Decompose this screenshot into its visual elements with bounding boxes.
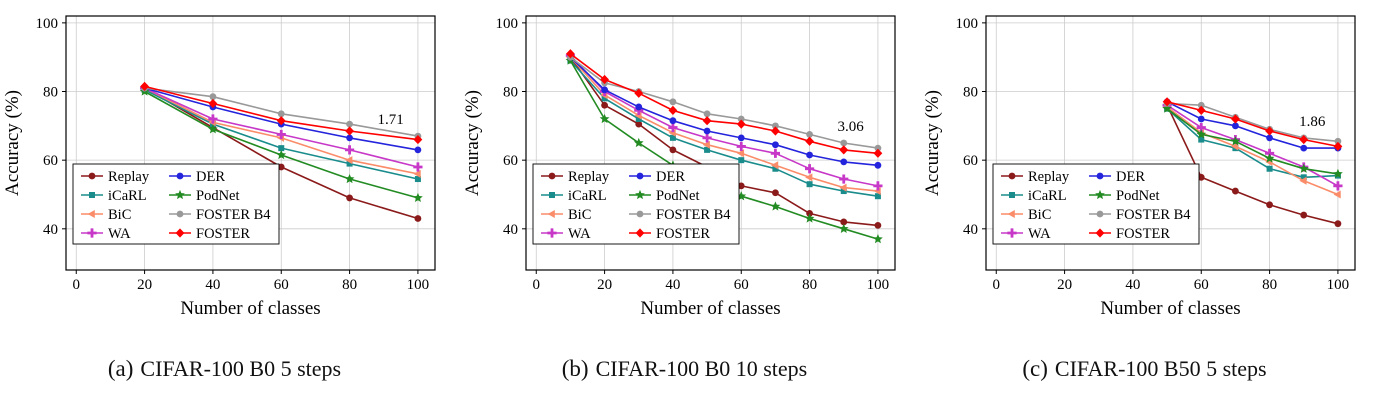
axes-box: [525, 15, 896, 271]
series-podnet: [139, 86, 423, 203]
svg-text:60: 60: [43, 153, 58, 169]
legend-label: WA: [108, 226, 131, 242]
legend: Replay iCaRL BiC WA DER PodNet FOSTER B4 FOSTER: [992, 163, 1200, 245]
legend-label: Replay: [568, 169, 610, 185]
legend: Replay iCaRL BiC WA DER PodNet FOSTER B4 FOSTER: [72, 163, 280, 245]
caption-b-label: (b): [561, 356, 589, 381]
caption-b: (b) CIFAR-100 B0 10 steps: [562, 356, 808, 382]
svg-text:60: 60: [963, 153, 978, 169]
legend-label: DER: [196, 169, 225, 185]
legend-label: BiC: [568, 207, 591, 223]
svg-text:20: 20: [1057, 277, 1072, 293]
legend-label: PodNet: [196, 188, 240, 204]
series-foster: [566, 49, 883, 158]
svg-text:80: 80: [43, 85, 58, 101]
legend-label: Replay: [108, 169, 150, 185]
svg-text:80: 80: [1262, 277, 1277, 293]
annotation-text: 1.86: [1299, 114, 1326, 130]
legend-label: DER: [1116, 169, 1145, 185]
caption-c: (c) CIFAR-100 B50 5 steps: [1022, 356, 1266, 382]
legend-label: FOSTER B4: [656, 207, 731, 223]
legend-label: PodNet: [656, 188, 700, 204]
svg-text:40: 40: [963, 222, 978, 238]
caption-a: (a) CIFAR-100 B0 5 steps: [108, 356, 341, 382]
axis-ticks: [982, 22, 1339, 274]
svg-text:80: 80: [342, 277, 357, 293]
legend-label: BiC: [1028, 207, 1051, 223]
caption-c-text: CIFAR-100 B50 5 steps: [1054, 356, 1267, 381]
tick-labels: 0 20 40 60 80 100 40 60 80 100: [36, 16, 430, 293]
y-axis-label: Accuracy (%): [462, 90, 483, 196]
x-axis-label: Number of classes: [180, 298, 320, 319]
legend-label: WA: [1028, 226, 1051, 242]
svg-text:100: 100: [867, 277, 890, 293]
legend-box: [72, 163, 280, 245]
legend-label: iCaRL: [1028, 188, 1067, 204]
svg-text:0: 0: [533, 277, 541, 293]
legend-label: iCaRL: [568, 188, 607, 204]
legend-label: FOSTER B4: [1116, 207, 1191, 223]
tick-labels: 0 20 40 60 80 100 40 60 80 100: [956, 16, 1350, 293]
figure-row: 0 20 40 60 80 100 40 60 80 100 Number of classes Ac…: [2, 2, 1367, 382]
caption-a-text: CIFAR-100 B0 5 steps: [140, 356, 342, 381]
svg-text:80: 80: [802, 277, 817, 293]
series-foster-b4: [567, 53, 882, 152]
chart-a-svg: 0 20 40 60 80 100 40 60 80 100 Number of classes Ac…: [2, 15, 436, 319]
legend-label: WA: [568, 226, 591, 242]
svg-text:100: 100: [1327, 277, 1350, 293]
y-axis-label: Accuracy (%): [2, 90, 23, 196]
x-axis-label: Number of classes: [1100, 298, 1240, 319]
svg-text:60: 60: [1194, 277, 1209, 293]
figure-b: 0 20 40 60 80 100 40 60 80 100 Number of classes Ac…: [462, 2, 907, 382]
axis-ticks: [62, 22, 419, 274]
y-axis-label: Accuracy (%): [922, 90, 943, 196]
legend-label: DER: [656, 169, 685, 185]
legend-label: Replay: [1028, 169, 1070, 185]
axes-box: [985, 15, 1356, 271]
chart-b-svg: 0 20 40 60 80 100 40 60 80 100 Number of classes Ac…: [462, 15, 896, 319]
figure-c: 0 20 40 60 80 100 40 60 80 100 Number of classes Ac…: [922, 2, 1367, 382]
legend-label: FOSTER: [656, 226, 710, 242]
series-foster: [140, 81, 423, 145]
svg-text:40: 40: [665, 277, 680, 293]
svg-text:40: 40: [205, 277, 220, 293]
svg-text:60: 60: [274, 277, 289, 293]
figure-a: 0 20 40 60 80 100 40 60 80 100 Number of classes Ac…: [2, 2, 447, 382]
svg-text:0: 0: [73, 277, 81, 293]
svg-text:40: 40: [1125, 277, 1140, 293]
svg-text:0: 0: [993, 277, 1001, 293]
svg-text:100: 100: [407, 277, 430, 293]
x-axis-label: Number of classes: [640, 298, 780, 319]
caption-a-label: (a): [107, 356, 134, 381]
caption-c-label: (c): [1022, 356, 1048, 381]
svg-text:20: 20: [137, 277, 152, 293]
chart-c-svg: 0 20 40 60 80 100 40 60 80 100 Number of classes Ac…: [922, 15, 1356, 319]
legend-label: iCaRL: [108, 188, 147, 204]
tick-labels: 0 20 40 60 80 100 40 60 80 100: [496, 16, 890, 293]
legend-label: FOSTER B4: [196, 207, 271, 223]
svg-text:80: 80: [963, 85, 978, 101]
annotation-text: 3.06: [837, 119, 864, 135]
svg-text:20: 20: [597, 277, 612, 293]
legend-box: [532, 163, 740, 245]
svg-text:60: 60: [734, 277, 749, 293]
svg-text:60: 60: [503, 153, 518, 169]
annotation-text: 1.71: [377, 112, 403, 128]
legend-label: FOSTER: [196, 226, 250, 242]
legend-box: [992, 163, 1200, 245]
svg-text:100: 100: [956, 16, 979, 32]
axis-ticks: [522, 22, 879, 274]
caption-b-text: CIFAR-100 B0 10 steps: [595, 356, 808, 381]
axes-box: [65, 15, 436, 271]
legend-label: BiC: [108, 207, 131, 223]
svg-text:100: 100: [36, 16, 59, 32]
svg-text:100: 100: [496, 16, 519, 32]
legend-label: FOSTER: [1116, 226, 1170, 242]
svg-text:40: 40: [43, 222, 58, 238]
svg-text:40: 40: [503, 222, 518, 238]
legend-label: PodNet: [1116, 188, 1160, 204]
svg-text:80: 80: [503, 85, 518, 101]
series-podnet: [1162, 103, 1343, 179]
legend: Replay iCaRL BiC WA DER PodNet FOSTER B4 FOSTER: [532, 163, 740, 245]
